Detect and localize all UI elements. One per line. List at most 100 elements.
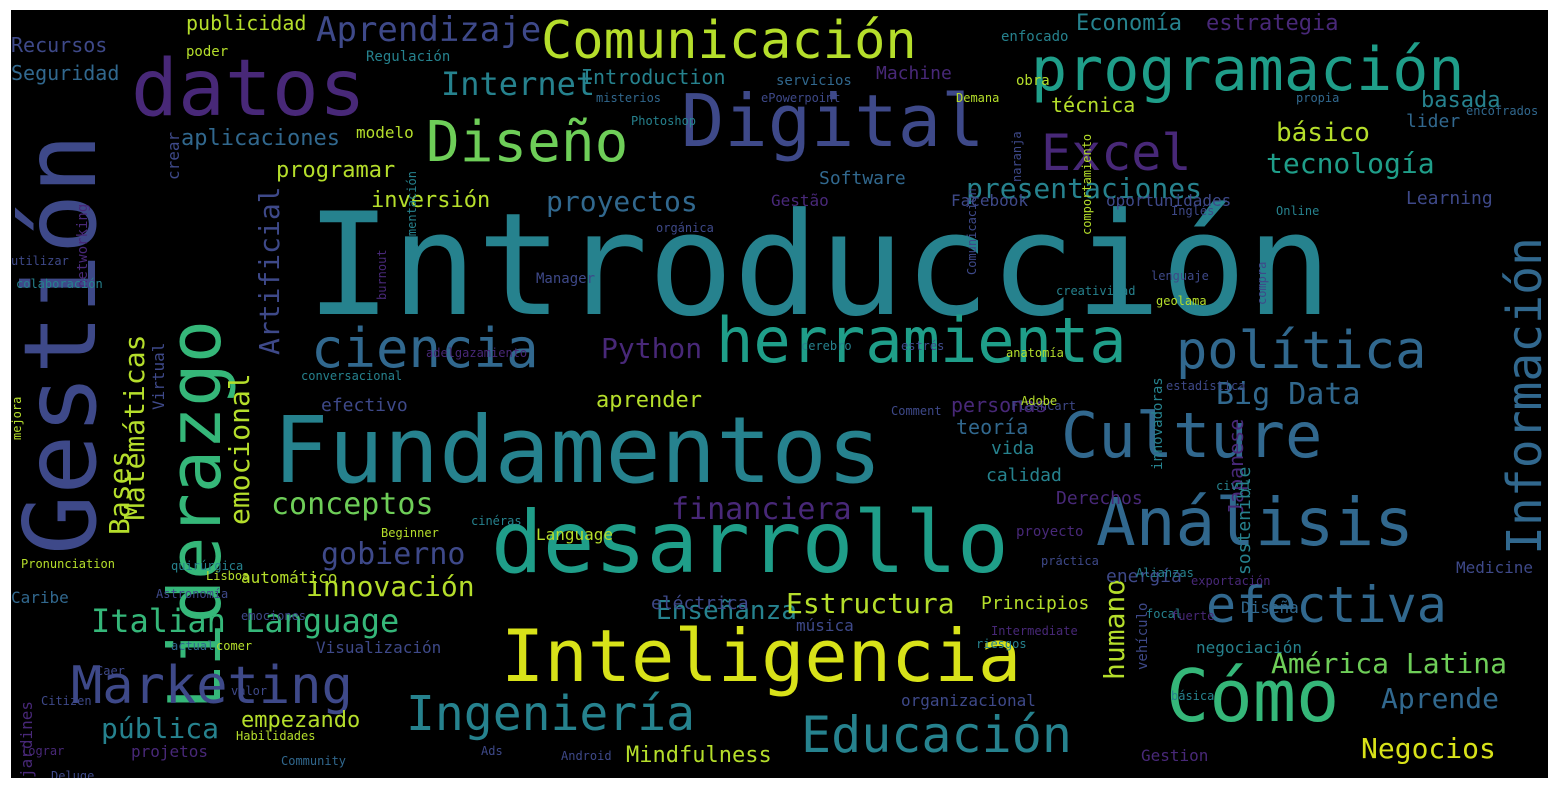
word-cloud-word: automático <box>241 568 338 587</box>
word-cloud-word: Online <box>1276 204 1320 218</box>
word-cloud-word: música <box>796 616 854 635</box>
word-cloud-word: argumentación <box>405 171 419 265</box>
word-cloud-word: Inglés <box>1171 204 1215 218</box>
word-cloud-word: lograr <box>21 744 65 758</box>
word-cloud-word: poder <box>186 44 229 60</box>
word-cloud-word: propia <box>1296 91 1340 105</box>
word-cloud-word: calidad <box>986 465 1062 486</box>
word-cloud-word: creatividad <box>1056 284 1136 298</box>
word-cloud-word: eléctrica <box>651 593 749 614</box>
word-cloud-word: efectiva <box>1206 576 1447 634</box>
word-cloud-word: Comunicación <box>965 188 979 275</box>
word-cloud-word: comer <box>216 639 253 653</box>
word-cloud-word: Aprendizaje <box>316 10 542 50</box>
word-cloud-word: Beginner <box>381 526 439 540</box>
word-cloud-word: básica <box>1171 689 1215 703</box>
word-cloud-word: networking <box>75 203 91 288</box>
word-cloud-word: datos <box>131 44 366 134</box>
word-cloud-word: programar <box>276 158 396 183</box>
word-cloud-word: estrés <box>901 339 945 353</box>
word-cloud-word: misterios <box>596 91 662 105</box>
word-cloud-word: Enseñanza <box>656 596 797 626</box>
word-cloud-word: Ads <box>481 744 503 758</box>
word-cloud-word: Gestion <box>1141 746 1209 765</box>
word-cloud-word: Digital <box>681 79 985 163</box>
word-cloud-word: Información <box>1497 237 1548 555</box>
word-cloud-word: oportunidades <box>1106 191 1232 210</box>
word-cloud-word: Virtual <box>149 342 168 410</box>
word-cloud-word: básico <box>1276 118 1370 148</box>
word-cloud-word: personas <box>951 393 1048 417</box>
word-cloud-word: actual <box>171 639 215 653</box>
word-cloud-word: Photoshop <box>631 114 697 128</box>
word-cloud-word: Principios <box>981 593 1090 614</box>
word-cloud-word: Economía <box>1076 11 1182 36</box>
word-cloud-word: Community <box>281 754 347 768</box>
word-cloud-word: emocional <box>223 373 256 525</box>
word-cloud-word: innovadoras <box>1150 377 1166 470</box>
word-cloud-word: efectivo <box>321 395 408 416</box>
word-cloud-word: emociones <box>241 609 307 623</box>
word-cloud-word: Culture <box>1061 399 1323 472</box>
word-cloud-word: comportamiento <box>1080 133 1094 235</box>
word-cloud-word: estadística <box>1166 379 1246 393</box>
word-cloud-word: Machine <box>876 63 952 84</box>
word-cloud-word: riesgos <box>976 637 1027 651</box>
word-cloud-word: vida <box>991 438 1035 459</box>
word-cloud-word: Inteligencia <box>501 614 1022 698</box>
word-cloud-word: cerebro <box>801 339 852 353</box>
word-cloud-word: lider <box>1406 111 1461 132</box>
word-cloud-word: Excel <box>1041 124 1192 182</box>
word-cloud-word: Android <box>561 749 612 763</box>
word-cloud-word: Facebook <box>951 191 1029 210</box>
word-cloud-word: Habilidades <box>236 729 316 743</box>
word-cloud-word: Internet <box>441 65 596 103</box>
word-cloud-word: FlashCart <box>1011 399 1077 413</box>
word-cloud-word: pública <box>101 712 220 745</box>
word-cloud-word: Deluge <box>51 769 95 778</box>
word-cloud-word: fuerte <box>1171 609 1215 623</box>
word-cloud-word: Ingeniería <box>406 686 695 742</box>
word-cloud-word: valor <box>231 684 268 698</box>
word-cloud-word: Medicine <box>1456 558 1534 577</box>
word-cloud: Introducción Fundamentos Gestión desarrollo… <box>11 10 1548 778</box>
word-cloud-word: energía <box>1106 566 1182 587</box>
word-cloud-word: Comment <box>891 404 942 418</box>
word-cloud-word: Derechos <box>1056 488 1143 509</box>
word-cloud-word: Recursos <box>11 33 108 57</box>
word-cloud-word: mejora <box>11 396 24 440</box>
word-cloud-word: utilizar <box>11 254 69 268</box>
word-cloud-word: Regulación <box>366 49 451 65</box>
word-cloud-word: servicios <box>776 73 852 89</box>
word-cloud-word: Language <box>536 525 614 544</box>
word-cloud-word: Python <box>601 332 703 365</box>
word-cloud-word: Introduction <box>581 65 726 89</box>
word-cloud-word: Visualización <box>316 638 442 657</box>
word-cloud-word: programación <box>1031 35 1465 105</box>
word-cloud-word: modelo <box>356 123 414 142</box>
word-cloud-word: Lisboa <box>206 569 250 583</box>
word-cloud-word: Adobe <box>1021 394 1058 408</box>
word-cloud-word: técnica <box>1051 93 1136 117</box>
word-cloud-word: conceptos <box>271 487 434 522</box>
word-cloud-word: organizacional <box>901 691 1036 710</box>
word-cloud-word: crear <box>164 131 183 180</box>
word-cloud-word: Mindfulness <box>626 743 772 768</box>
word-cloud-word: Diseña <box>1241 598 1299 617</box>
word-cloud-word: publicidad <box>186 11 307 35</box>
word-cloud-word: exportación <box>1191 574 1271 588</box>
word-cloud-word: Estructura <box>786 587 955 620</box>
word-cloud-word: basada <box>1421 88 1501 113</box>
word-cloud-word: estrategia <box>1206 11 1339 36</box>
word-cloud-word: naranja <box>1010 131 1024 182</box>
word-cloud-word: Artificial <box>253 186 286 355</box>
word-cloud-word: Alianzas <box>1136 566 1194 580</box>
word-cloud-word: proyectos <box>546 185 698 218</box>
word-cloud-word: ciencia <box>311 317 539 380</box>
word-cloud-word: geolama <box>1156 294 1207 308</box>
word-cloud-word: Gestión <box>11 133 119 555</box>
word-cloud-word: quirúrgica <box>171 559 244 573</box>
word-cloud-word: cinéras <box>471 514 522 528</box>
word-cloud-word: orgánica <box>656 221 714 235</box>
word-cloud-word: jardines <box>17 700 36 778</box>
